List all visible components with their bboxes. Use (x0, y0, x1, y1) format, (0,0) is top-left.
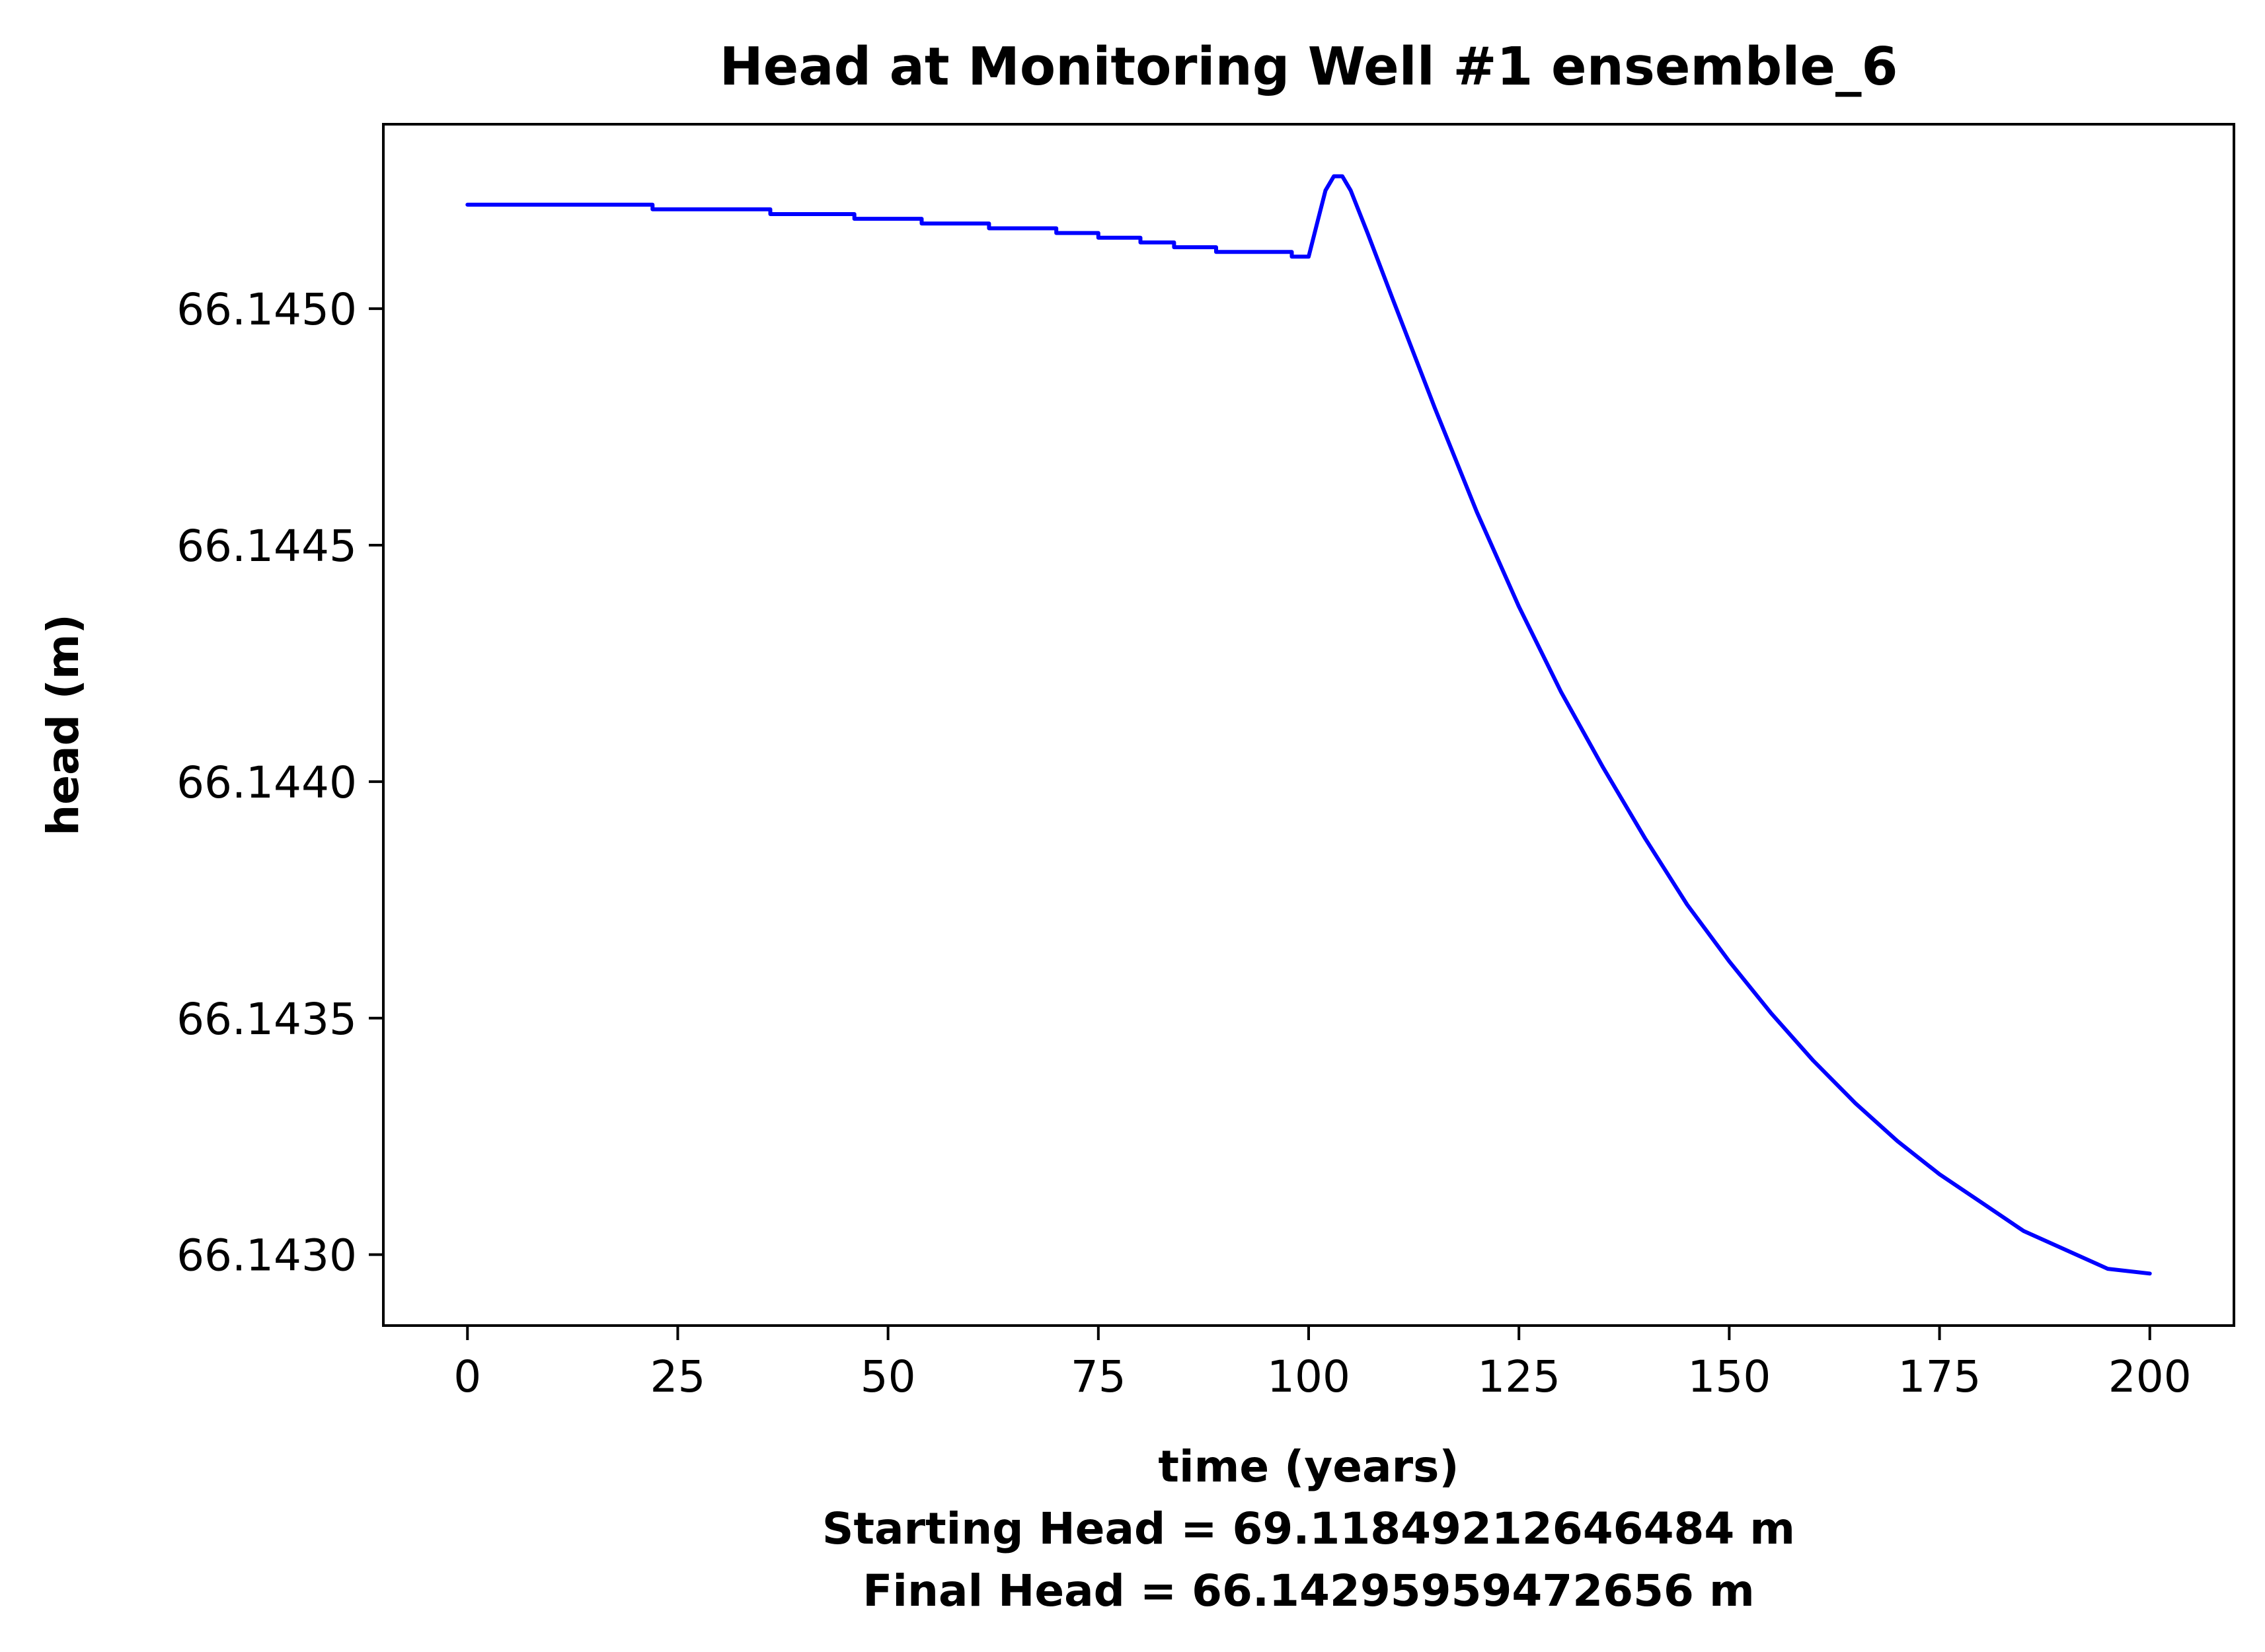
final-head-label: Final Head = 66.14295959472656 m (863, 1565, 1754, 1616)
x-tick-label: 50 (861, 1351, 916, 1402)
x-tick-label: 25 (650, 1351, 705, 1402)
starting-head-label: Starting Head = 69.11849212646484 m (822, 1503, 1795, 1554)
chart-title: Head at Monitoring Well #1 ensemble_6 (720, 36, 1898, 97)
plot-frame (382, 123, 2235, 1327)
y-tick-label: 66.1445 (176, 521, 357, 572)
x-tick-label: 150 (1687, 1351, 1771, 1402)
y-tick-label: 66.1450 (176, 284, 357, 335)
x-tick-label: 75 (1071, 1351, 1126, 1402)
y-tick-label: 66.1440 (176, 757, 357, 808)
x-axis-ticks: 0 25 50 75 100 125 150 175 200 (453, 1326, 2192, 1402)
y-tick-label: 66.1430 (176, 1230, 357, 1281)
head-series-line (465, 174, 2152, 1276)
x-tick-label: 0 (453, 1351, 481, 1402)
x-axis-label: time (years) (1158, 1441, 1459, 1492)
y-tick-label: 66.1435 (176, 994, 357, 1045)
plot-area (465, 174, 2152, 1276)
x-tick-label: 175 (1898, 1351, 1981, 1402)
x-tick-label: 100 (1267, 1351, 1350, 1402)
y-axis-label: head (m) (38, 614, 89, 836)
x-tick-label: 200 (2108, 1351, 2192, 1402)
y-axis-ticks: 66.1430 66.1435 66.1440 66.1445 66.1450 (176, 284, 383, 1281)
x-tick-label: 125 (1477, 1351, 1560, 1402)
